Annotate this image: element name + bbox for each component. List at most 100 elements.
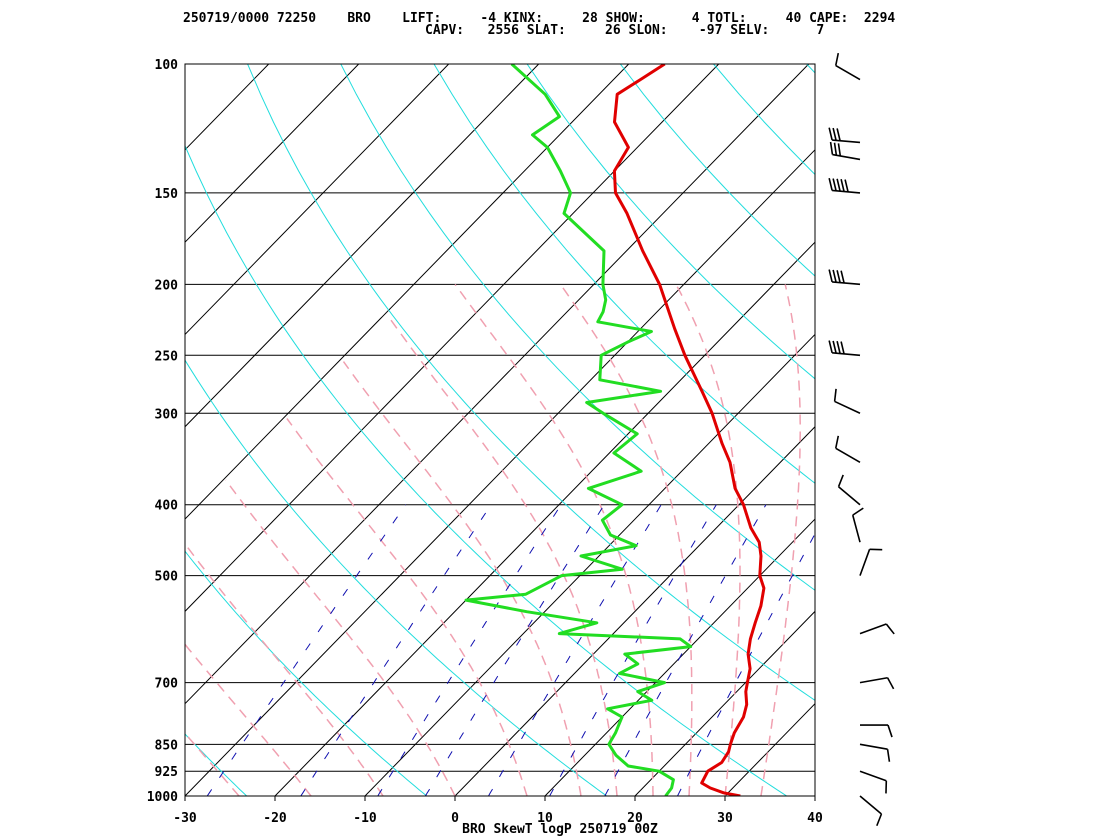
plot-frame (184, 63, 816, 797)
dry-adiabat-line (185, 733, 248, 796)
pressure-tick-label: 250 (155, 349, 179, 364)
isotherm-line (185, 64, 630, 520)
wind-barb-flag (829, 141, 834, 155)
isotherm-line (185, 64, 360, 243)
wind-barb-flag (832, 340, 837, 354)
wind-barb-flag (828, 127, 833, 141)
mixing-ratio-line (377, 504, 562, 796)
dry-adiabat-line (993, 64, 1120, 796)
moist-adiabat-line (185, 542, 384, 796)
profiles (464, 64, 766, 796)
dry-adiabat-line (340, 64, 815, 591)
isotherm-line (185, 64, 540, 428)
mixing-ratio-line (206, 504, 407, 796)
isotherm-line (364, 333, 815, 796)
wind-barb-flag (887, 724, 893, 738)
wind-barb (859, 795, 883, 827)
wind-barb-flag (844, 179, 849, 193)
wind-barb-staff (859, 549, 871, 576)
isotherm-line (544, 518, 815, 796)
isotherm-line (814, 795, 815, 796)
header: 250719/0000 72250 BRO LIFT: -4 KINX: 28 … (183, 11, 895, 38)
wind-barb-flag (840, 341, 845, 355)
dry-adiabat-line (713, 64, 815, 176)
wind-barb (837, 474, 861, 506)
isotherm-line (185, 64, 450, 336)
pressure-tick-label: 500 (155, 570, 179, 585)
isotherm-line (454, 426, 815, 796)
wind-barb-staff (834, 400, 861, 414)
isotherm-line (185, 64, 810, 705)
temperature-tick-label: -20 (263, 811, 287, 826)
header-line-2: CAPV: 2556 SLAT: 26 SLON: -97 SELV: 7 (425, 23, 824, 38)
dry-adiabat-line (619, 64, 815, 277)
wind-barb-staff (835, 447, 861, 463)
wind-barb (828, 340, 861, 357)
wind-barb-flag (832, 269, 837, 283)
wind-barb-staff (832, 189, 861, 194)
mixing-ratio-line (300, 504, 492, 796)
temperature-tick-label: 0 (451, 811, 459, 826)
wind-barb-flag (885, 623, 895, 635)
wind-barb-staff (832, 281, 861, 286)
wind-barb-flag (832, 178, 837, 191)
isotherm-line (0, 64, 179, 796)
dry-adiabat-line (185, 550, 428, 796)
wind-barb-flag (836, 341, 841, 354)
wind-barb (833, 388, 861, 414)
wind-barb-flag (836, 270, 841, 283)
wind-barb (828, 127, 861, 144)
dry-adiabat-line (806, 64, 815, 74)
wind-barb-flag (886, 677, 895, 690)
wind-barb-staff (859, 770, 887, 782)
wind-barb-flag (840, 270, 845, 284)
wind-barb-flag (837, 143, 842, 157)
header-line-1: 250719/0000 72250 BRO LIFT: -4 KINX: 28 … (183, 11, 895, 26)
wind-barb-flag (837, 474, 844, 488)
dry-adiabat-line (900, 64, 1120, 796)
dry-adiabat-line (526, 64, 815, 380)
wind-barb (860, 724, 893, 738)
background-grid (0, 64, 1120, 796)
pressure-tick-label: 200 (155, 278, 179, 293)
wind-barb-flag (832, 127, 837, 141)
pressure-tick-label: 400 (155, 499, 179, 514)
wind-barb-flag (852, 507, 864, 516)
moist-adiabat-line (454, 283, 654, 796)
wind-barb-staff (835, 64, 861, 81)
wind-barb-staff (832, 352, 861, 357)
temperature-tick-label: 10 (537, 811, 553, 826)
wind-barb (859, 676, 895, 690)
wind-barb-flag (834, 435, 840, 449)
mixing-ratio-line (488, 504, 662, 796)
moist-adiabat-line (225, 479, 456, 796)
wind-barb-flag (828, 340, 833, 354)
moist-adiabat-line (386, 314, 618, 796)
wind-barb-staff (859, 623, 887, 635)
wind-barb-flag (876, 813, 883, 827)
dry-adiabat-line (433, 64, 815, 484)
temperature-tick-label: 20 (627, 811, 643, 826)
pressure-tick-label: 850 (155, 738, 179, 753)
temperature-tick-label: 30 (717, 811, 733, 826)
wind-barb (859, 548, 883, 576)
pressure-tick-label: 925 (155, 765, 178, 780)
temperature-tick-label: -10 (353, 811, 377, 826)
wind-barb-flag (840, 179, 845, 192)
wind-barb (829, 141, 861, 161)
wind-barb-staff (832, 139, 861, 144)
wind-barb (859, 770, 888, 794)
wind-barb (834, 435, 861, 463)
wind-barbs (828, 52, 895, 827)
isotherm-line (634, 610, 815, 796)
pressure-tick-label: 1000 (147, 790, 178, 805)
wind-barb-flag (833, 142, 838, 156)
temperature-tick-label: -30 (173, 811, 197, 826)
dry-adiabat-line (185, 144, 787, 796)
wind-barb-flag (886, 749, 891, 762)
wind-barb-staff (838, 486, 861, 506)
wind-barb (859, 743, 891, 762)
moist-adiabat-line (559, 283, 693, 796)
wind-barb-flag (834, 52, 840, 66)
isotherm-line (724, 702, 815, 796)
